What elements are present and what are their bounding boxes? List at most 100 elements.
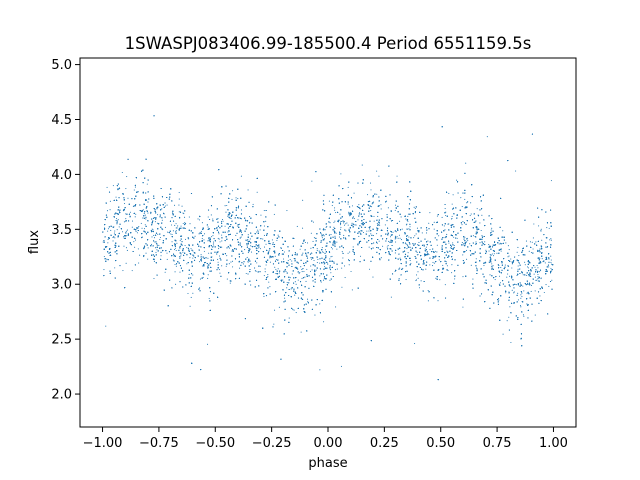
data-point (436, 215, 438, 217)
data-point (144, 214, 146, 216)
data-point (366, 194, 369, 196)
data-point (416, 227, 419, 229)
data-point (166, 204, 168, 206)
data-point (472, 235, 474, 237)
data-point (400, 239, 403, 241)
data-point (470, 213, 472, 215)
data-point (413, 237, 415, 239)
data-point (466, 202, 468, 204)
data-point (405, 243, 407, 245)
data-point (414, 208, 416, 210)
data-point (518, 262, 520, 264)
data-point (125, 262, 127, 264)
data-point (548, 285, 550, 287)
data-point (479, 242, 481, 244)
data-point (350, 270, 352, 273)
data-point (378, 224, 380, 226)
data-point (402, 267, 404, 270)
data-point (177, 225, 179, 227)
data-point (379, 259, 381, 261)
data-point (451, 215, 453, 217)
data-point (467, 240, 469, 242)
data-point (343, 265, 346, 267)
data-point (231, 260, 234, 262)
data-point (192, 257, 194, 259)
data-point (184, 227, 186, 230)
data-point (469, 214, 471, 217)
data-point (202, 276, 204, 279)
data-point (314, 273, 316, 275)
data-point (175, 265, 177, 267)
data-point (145, 218, 147, 220)
data-point (207, 257, 209, 259)
data-point (180, 255, 182, 257)
data-point (409, 257, 411, 259)
data-point (445, 211, 447, 213)
data-point (282, 258, 285, 260)
data-point (244, 249, 246, 251)
data-point (263, 210, 265, 212)
data-point (190, 248, 192, 250)
data-point (436, 251, 438, 253)
data-point (102, 241, 104, 243)
data-point (194, 235, 196, 237)
data-point (484, 241, 486, 243)
data-point (164, 205, 166, 207)
data-point (448, 192, 450, 194)
data-point (117, 219, 119, 221)
data-point (511, 289, 513, 291)
data-point (533, 223, 535, 225)
data-point (333, 261, 335, 263)
data-point (392, 231, 394, 233)
data-point (219, 241, 221, 243)
data-point (131, 220, 134, 222)
data-point (254, 246, 256, 248)
data-point (526, 274, 528, 276)
data-point (147, 258, 149, 260)
data-point (331, 248, 333, 250)
data-point (237, 198, 239, 200)
data-point (410, 262, 412, 264)
data-point (187, 292, 189, 295)
data-point (147, 212, 149, 214)
data-point (192, 250, 194, 252)
data-point (210, 214, 212, 216)
data-point (537, 249, 539, 251)
data-point (256, 262, 258, 264)
data-point (465, 249, 468, 251)
data-point (396, 175, 398, 177)
data-point (207, 216, 209, 218)
data-point (153, 277, 155, 280)
data-point (513, 292, 515, 294)
data-point (259, 229, 261, 231)
data-point (269, 286, 271, 288)
data-point (218, 255, 221, 257)
data-point (362, 231, 365, 234)
data-point (313, 259, 315, 262)
data-point (114, 267, 116, 269)
data-point (203, 239, 205, 241)
data-point (352, 246, 354, 248)
data-point (153, 237, 156, 239)
data-point (153, 260, 155, 263)
data-point (227, 231, 229, 233)
data-point (153, 234, 155, 237)
data-point (425, 268, 427, 270)
data-point (245, 272, 247, 275)
data-point (418, 241, 420, 243)
data-point (268, 250, 270, 252)
data-point (510, 341, 512, 344)
data-point (200, 230, 202, 232)
data-point (152, 229, 154, 231)
data-point (156, 249, 158, 251)
data-point (318, 250, 320, 252)
data-point (106, 186, 108, 188)
data-point (410, 248, 412, 250)
data-point (421, 232, 423, 234)
data-point (540, 277, 542, 279)
data-point (161, 219, 163, 221)
data-point (167, 231, 169, 233)
data-point (446, 250, 448, 252)
data-point (264, 271, 266, 273)
data-point (126, 175, 128, 178)
